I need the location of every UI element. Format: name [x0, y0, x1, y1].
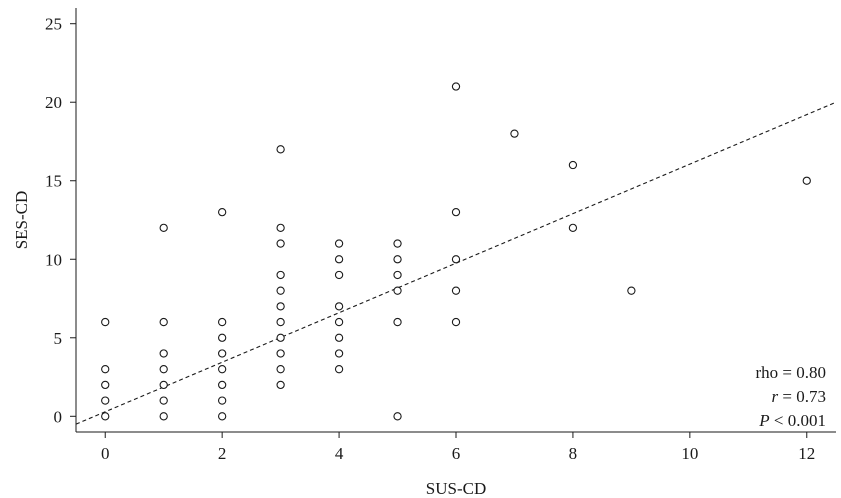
data-point: [334, 270, 344, 280]
data-point: [159, 412, 168, 421]
axes: [75, 8, 836, 433]
data-point: [276, 270, 285, 280]
x-tick-label: 6: [452, 444, 461, 463]
x-tick-label: 0: [101, 444, 110, 463]
p-label: P < 0.001: [758, 411, 826, 430]
data-point: [101, 317, 110, 327]
data-point: [218, 333, 227, 342]
data-point: [393, 286, 402, 295]
x-tick-label: 10: [681, 444, 698, 463]
data-point: [393, 270, 402, 280]
x-tick-label: 4: [335, 444, 344, 463]
data-point: [218, 365, 227, 374]
data-point: [802, 176, 811, 185]
data-point: [334, 349, 344, 358]
r-label: r = 0.73: [772, 387, 826, 406]
r-value: = 0.73: [778, 387, 826, 406]
y-tick-label: 25: [45, 15, 62, 34]
y-axis-title: SES-CD: [12, 191, 31, 250]
data-point: [159, 317, 168, 327]
data-point: [276, 286, 285, 295]
data-point: [159, 223, 168, 233]
data-point: [101, 380, 110, 390]
regression-line: [75, 101, 837, 425]
p-value: < 0.001: [770, 411, 826, 430]
data-point: [393, 239, 402, 248]
data-point: [218, 380, 227, 390]
data-point: [276, 239, 285, 248]
data-point: [334, 365, 344, 374]
data-point: [101, 365, 110, 374]
data-point: [568, 160, 578, 170]
data-point: [627, 286, 636, 295]
p-symbol: P: [758, 411, 769, 430]
x-ticks: 0 2 4 6 8 10 12: [101, 432, 815, 463]
data-point: [159, 349, 168, 358]
x-tick-label: 2: [218, 444, 227, 463]
data-point: [218, 349, 227, 358]
data-point: [334, 255, 344, 264]
data-point: [218, 317, 227, 327]
data-point: [451, 207, 461, 217]
y-tick-label: 20: [45, 93, 62, 112]
data-point: [393, 255, 402, 264]
data-point: [101, 412, 110, 421]
data-point: [218, 396, 227, 405]
data-point: [276, 333, 285, 342]
data-point: [218, 412, 227, 421]
data-point: [510, 129, 519, 138]
x-tick-label: 8: [569, 444, 578, 463]
data-point: [334, 239, 344, 248]
data-point: [276, 145, 285, 154]
y-tick-label: 10: [45, 250, 62, 269]
data-point: [393, 317, 402, 327]
data-point: [451, 255, 461, 264]
data-point: [451, 82, 461, 91]
r-symbol: r: [772, 387, 779, 406]
data-point: [218, 207, 227, 217]
data-point: [334, 302, 344, 311]
x-axis-title: SUS-CD: [426, 479, 486, 498]
rho-label: rho = 0.80: [756, 363, 827, 382]
data-point: [276, 380, 285, 390]
data-points: [101, 82, 811, 421]
data-point: [276, 302, 285, 311]
stats-annotation: rho = 0.80 r = 0.73 P < 0.001: [756, 363, 827, 430]
data-point: [393, 412, 402, 421]
data-point: [159, 365, 168, 374]
y-tick-label: 5: [54, 329, 63, 348]
data-point: [451, 286, 461, 295]
data-point: [334, 317, 344, 327]
data-point: [568, 223, 578, 233]
data-point: [451, 317, 461, 327]
data-point: [159, 380, 168, 390]
data-point: [276, 365, 285, 374]
y-tick-label: 15: [45, 172, 62, 191]
x-tick-label: 12: [798, 444, 815, 463]
data-point: [276, 317, 285, 327]
data-point: [276, 223, 285, 233]
y-ticks: 0 5 10 15 20 25: [45, 15, 76, 426]
data-point: [101, 396, 110, 405]
data-point: [159, 396, 168, 405]
data-point: [334, 333, 344, 342]
y-tick-label: 0: [54, 407, 63, 426]
data-point: [276, 349, 285, 358]
